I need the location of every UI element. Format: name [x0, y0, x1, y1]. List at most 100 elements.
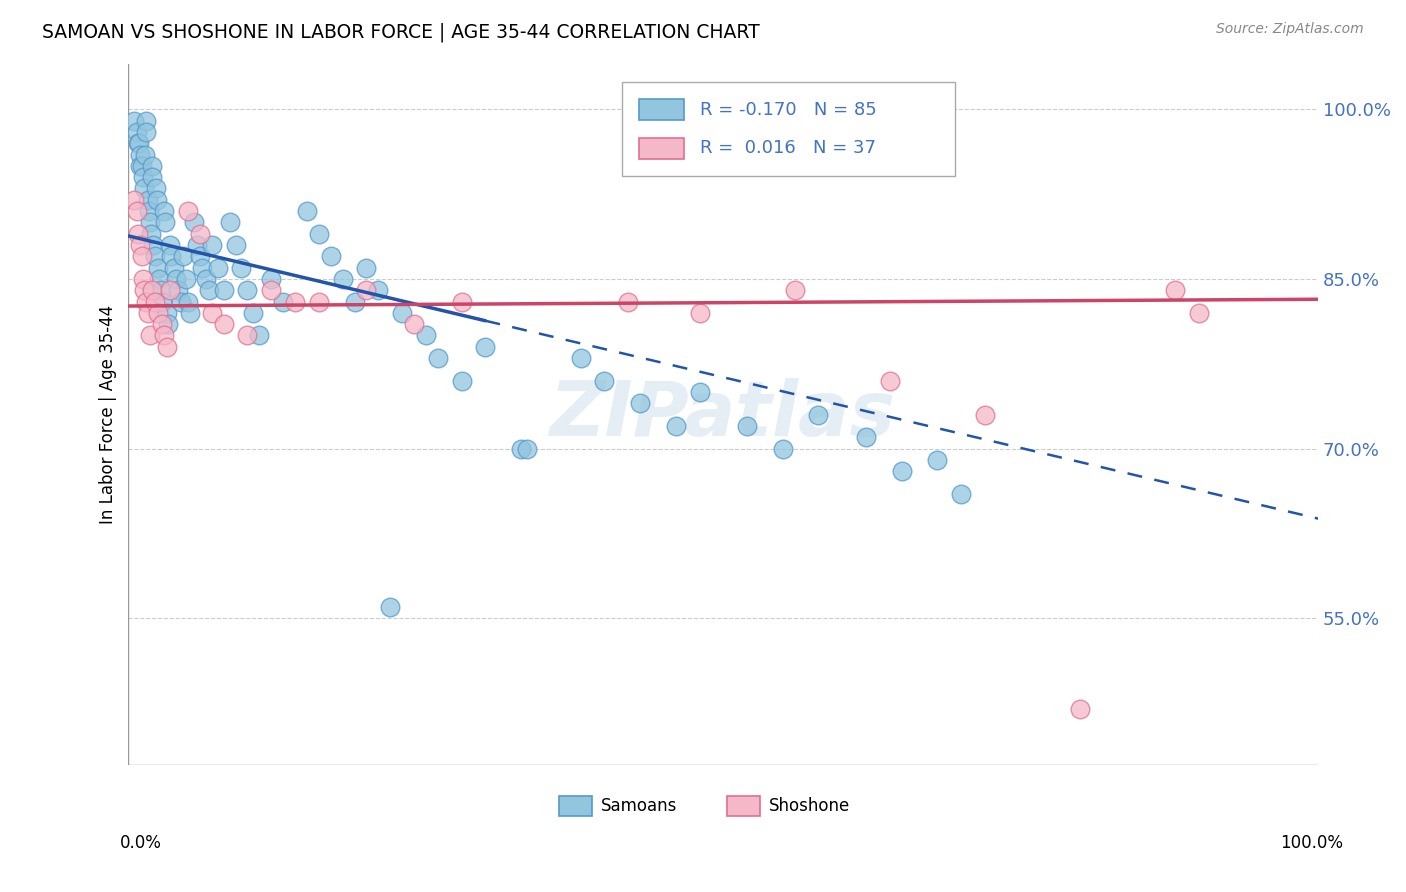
Point: [1188, 306, 1211, 320]
Point: [569, 351, 592, 365]
Point: [139, 215, 162, 229]
Point: [628, 396, 651, 410]
Point: [139, 227, 162, 241]
FancyBboxPatch shape: [623, 81, 955, 177]
Point: [132, 170, 155, 185]
Point: [160, 249, 183, 263]
Point: [163, 260, 186, 275]
Point: [135, 125, 157, 139]
Point: [124, 113, 146, 128]
Text: SAMOAN VS SHOSHONE IN LABOR FORCE | AGE 35-44 CORRELATION CHART: SAMOAN VS SHOSHONE IN LABOR FORCE | AGE …: [42, 22, 759, 42]
Point: [135, 113, 157, 128]
Point: [128, 136, 150, 151]
Point: [242, 306, 264, 320]
Point: [450, 294, 472, 309]
Point: [170, 294, 193, 309]
Point: [183, 215, 205, 229]
Point: [165, 272, 187, 286]
Point: [1069, 701, 1091, 715]
Point: [153, 204, 176, 219]
Point: [855, 430, 877, 444]
Point: [124, 193, 146, 207]
Point: [188, 227, 211, 241]
Text: R =  0.016   N = 37: R = 0.016 N = 37: [700, 139, 876, 157]
Point: [139, 328, 162, 343]
Point: [415, 328, 437, 343]
Point: [155, 340, 177, 354]
Point: [132, 181, 155, 195]
Point: [135, 294, 157, 309]
Point: [343, 294, 366, 309]
Point: [212, 317, 235, 331]
Point: [136, 193, 159, 207]
Point: [125, 204, 148, 219]
Point: [155, 215, 177, 229]
Point: [308, 227, 330, 241]
Point: [783, 283, 806, 297]
Point: [218, 215, 240, 229]
Point: [367, 283, 389, 297]
Point: [295, 204, 318, 219]
Point: [689, 306, 711, 320]
Point: [179, 306, 201, 320]
Point: [260, 283, 283, 297]
Point: [617, 294, 640, 309]
Point: [1164, 283, 1187, 297]
Point: [201, 306, 224, 320]
Point: [207, 260, 229, 275]
Point: [156, 317, 179, 331]
Point: [127, 227, 149, 241]
Text: 0.0%: 0.0%: [120, 834, 162, 852]
Point: [172, 249, 194, 263]
Point: [150, 294, 173, 309]
Point: [879, 374, 901, 388]
Point: [129, 147, 152, 161]
Point: [148, 272, 170, 286]
Point: [772, 442, 794, 456]
Point: [380, 599, 402, 614]
Point: [129, 238, 152, 252]
Point: [141, 170, 163, 185]
Point: [332, 272, 354, 286]
Point: [212, 283, 235, 297]
Point: [141, 283, 163, 297]
Point: [141, 159, 163, 173]
Point: [689, 384, 711, 399]
Point: [177, 294, 200, 309]
Point: [890, 464, 912, 478]
FancyBboxPatch shape: [727, 796, 761, 815]
Text: Shoshone: Shoshone: [769, 797, 849, 814]
Point: [143, 294, 166, 309]
Point: [142, 238, 165, 252]
Point: [143, 249, 166, 263]
Point: [319, 249, 342, 263]
Point: [198, 283, 221, 297]
Point: [136, 306, 159, 320]
Point: [247, 328, 270, 343]
Point: [186, 238, 208, 252]
Point: [174, 272, 197, 286]
Point: [807, 408, 830, 422]
Point: [974, 408, 997, 422]
Point: [125, 125, 148, 139]
Point: [153, 328, 176, 343]
Point: [231, 260, 253, 275]
Point: [194, 272, 217, 286]
Y-axis label: In Labor Force | Age 35-44: In Labor Force | Age 35-44: [100, 305, 117, 524]
Point: [236, 283, 259, 297]
Point: [284, 294, 307, 309]
Point: [146, 193, 169, 207]
Point: [132, 272, 155, 286]
Point: [308, 294, 330, 309]
Point: [201, 238, 224, 252]
Point: [356, 260, 378, 275]
Point: [148, 306, 170, 320]
Point: [356, 283, 378, 297]
Text: R = -0.170   N = 85: R = -0.170 N = 85: [700, 101, 876, 119]
Point: [177, 204, 200, 219]
Point: [191, 260, 214, 275]
Text: Samoans: Samoans: [600, 797, 678, 814]
Point: [129, 159, 152, 173]
Text: Source: ZipAtlas.com: Source: ZipAtlas.com: [1216, 22, 1364, 37]
Point: [510, 442, 533, 456]
